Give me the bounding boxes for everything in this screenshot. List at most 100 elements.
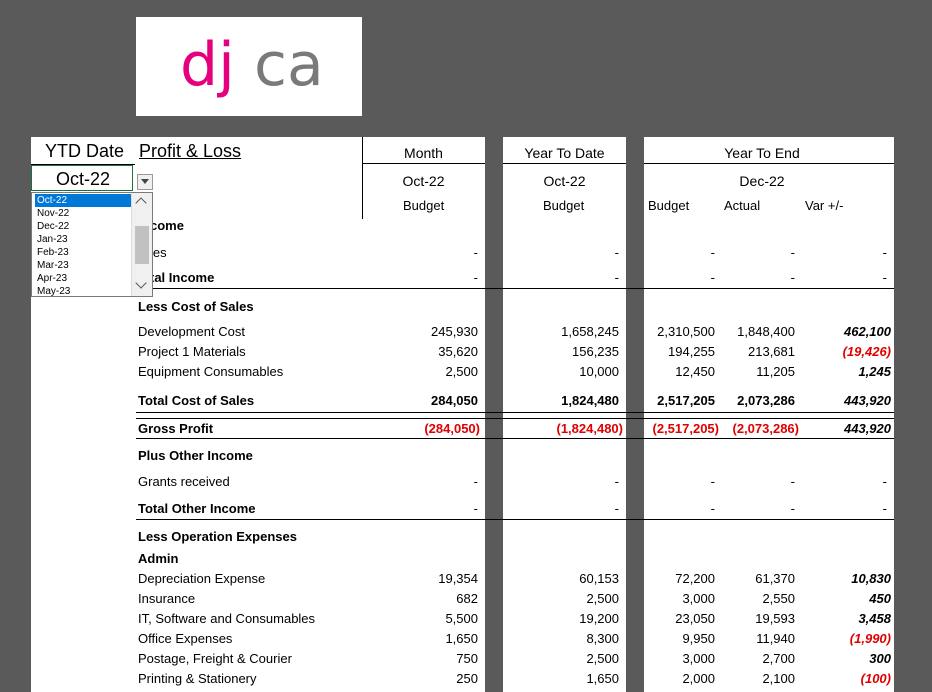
- cell-yte-var: 450: [869, 591, 891, 606]
- dropdown-option[interactable]: Oct-22: [35, 194, 131, 207]
- cell-dash: -: [473, 474, 478, 489]
- cell-yte-var: 443,920: [844, 393, 891, 408]
- cell-yte-actual: 11,205: [756, 364, 795, 379]
- row-label: Total Cost of Sales: [138, 393, 255, 408]
- chevron-down-icon: [141, 179, 149, 184]
- row-label: Printing & Stationery: [138, 671, 257, 686]
- cell-month-budget: 1,650: [445, 631, 478, 646]
- sheet-panel-yte: [644, 137, 894, 692]
- cell-ytd-budget: (1,824,480): [556, 421, 624, 436]
- cell-yte-actual: 61,370: [755, 571, 795, 586]
- cell-yte-var: 3,458: [858, 611, 891, 626]
- cell-dash: -: [882, 270, 887, 285]
- dropdown-option[interactable]: Dec-22: [37, 221, 70, 232]
- cell-yte-var: 443,920: [844, 421, 891, 436]
- cell-yte-budget: 12,450: [675, 364, 715, 379]
- cell-dash: -: [710, 245, 715, 260]
- cell-ytd-budget: 1,658,245: [561, 324, 619, 339]
- cell-dash: -: [473, 245, 478, 260]
- header-yte-period: Dec-22: [739, 173, 785, 189]
- cell-yte-budget: (2,517,205): [652, 421, 720, 436]
- row-label: Grants received: [138, 474, 230, 489]
- cell-ytd-budget: 10,000: [579, 364, 619, 379]
- cell-ytd-budget: 8,300: [586, 631, 619, 646]
- header-yte-actual: Actual: [724, 198, 761, 213]
- cell-yte-budget: 2,000: [682, 671, 715, 686]
- cell-dash: -: [614, 270, 619, 285]
- row-less-oe-heading: Less Operation Expenses: [138, 529, 297, 544]
- ytd-date-label-cell: YTD Date: [31, 137, 135, 165]
- cell-yte-actual: 19,593: [755, 611, 795, 626]
- cell-ytd-budget: 2,500: [586, 651, 619, 666]
- dropdown-option[interactable]: May-23: [37, 286, 71, 296]
- cell-dash: -: [614, 501, 619, 516]
- cell-ytd-budget: 156,235: [572, 344, 619, 359]
- cell-dash: -: [790, 501, 795, 516]
- row-label: Insurance: [138, 591, 196, 606]
- header-month: Month: [404, 145, 443, 161]
- page-title: Profit & Loss: [139, 141, 242, 161]
- row-label: Postage, Freight & Courier: [138, 651, 292, 666]
- header-yte: Year To End: [724, 145, 800, 161]
- sheet-panel-ytd: [503, 137, 626, 692]
- cell-dash: -: [614, 245, 619, 260]
- row-sales-label: les: [150, 245, 167, 260]
- cell-ytd-budget: 19,200: [579, 611, 619, 626]
- header-ytd-budget: Budget: [543, 198, 585, 213]
- header-ytd: Year To Date: [524, 145, 605, 161]
- cell-month-budget: 2,500: [445, 364, 478, 379]
- row-less-cos-heading: Less Cost of Sales: [138, 299, 254, 314]
- cell-dash: -: [710, 474, 715, 489]
- dropdown-option[interactable]: Apr-23: [37, 273, 68, 284]
- dropdown-option[interactable]: Jan-23: [37, 234, 68, 245]
- djca-logo-icon: dj ca: [180, 30, 324, 100]
- cell-yte-actual: 2,073,286: [737, 393, 795, 408]
- row-label: Gross Profit: [138, 421, 214, 436]
- cell-dash: -: [790, 245, 795, 260]
- cell-dash: -: [710, 501, 715, 516]
- cell-ytd-budget: 1,824,480: [561, 393, 619, 408]
- row-total-income-label: tal Income: [150, 270, 215, 285]
- cell-yte-var: (1,990): [849, 631, 891, 646]
- header-ytd-period: Oct-22: [543, 173, 586, 189]
- row-label: Equipment Consumables: [138, 364, 284, 379]
- cell-dash: -: [614, 474, 619, 489]
- cell-yte-var: 10,830: [851, 571, 891, 586]
- chevron-down-icon[interactable]: [135, 277, 147, 289]
- cell-yte-actual: 2,550: [762, 591, 795, 606]
- header-month-period: Oct-22: [402, 173, 445, 189]
- cell-yte-var: (100): [860, 671, 891, 686]
- row-plus-oi-heading: Plus Other Income: [138, 448, 253, 463]
- cell-yte-budget: 2,310,500: [657, 324, 715, 339]
- row-income-heading: come: [150, 218, 184, 233]
- cell-yte-budget: 23,050: [675, 611, 715, 626]
- chevron-up-icon[interactable]: [135, 197, 147, 209]
- cell-yte-budget: 9,950: [682, 631, 715, 646]
- cell-dash: -: [473, 501, 478, 516]
- row-label: Total Other Income: [138, 501, 256, 516]
- cell-yte-budget: 72,200: [675, 571, 715, 586]
- cell-ytd-budget: 2,500: [586, 591, 619, 606]
- dropdown-option[interactable]: Feb-23: [37, 247, 69, 258]
- header-yte-budget: Budget: [648, 198, 690, 213]
- ytd-date-value: Oct-22: [56, 169, 111, 189]
- svg-text:dj: dj: [180, 30, 235, 100]
- header-month-budget: Budget: [403, 198, 445, 213]
- scrollbar-thumb[interactable]: [135, 226, 149, 264]
- cell-yte-var: 462,100: [844, 324, 891, 339]
- ytd-date-input[interactable]: Oct-22: [31, 165, 133, 191]
- row-label: IT, Software and Consumables: [138, 611, 316, 626]
- cell-dash: -: [473, 270, 478, 285]
- ytd-date-dropdown-list[interactable]: Oct-22 Nov-22 Dec-22 Jan-23 Feb-23 Mar-2…: [31, 192, 153, 297]
- dropdown-option[interactable]: Mar-23: [37, 260, 69, 271]
- dropdown-toggle-button[interactable]: [137, 174, 153, 190]
- cell-dash: -: [710, 270, 715, 285]
- cell-month-budget: 5,500: [445, 611, 478, 626]
- dropdown-option[interactable]: Nov-22: [37, 208, 70, 219]
- company-logo: dj ca: [136, 17, 362, 116]
- cell-yte-actual: 2,100: [762, 671, 795, 686]
- row-label: Development Cost: [138, 324, 245, 339]
- dropdown-scrollbar[interactable]: [131, 193, 152, 296]
- cell-ytd-budget: 60,153: [579, 571, 619, 586]
- cell-yte-var: (19,426): [842, 344, 891, 359]
